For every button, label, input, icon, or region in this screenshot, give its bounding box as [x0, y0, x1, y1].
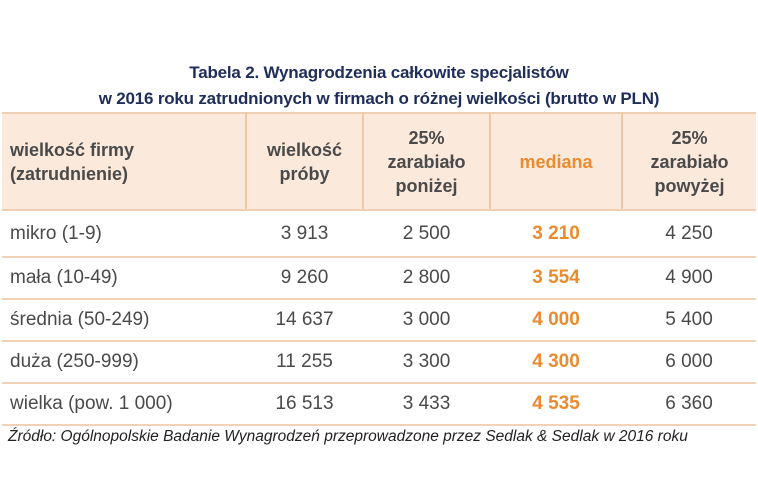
- cell-company-size: duża (250-999): [2, 341, 246, 384]
- table-row: mikro (1-9) 3 913 2 500 3 210 4 250: [2, 210, 756, 258]
- cell-median: 3 210: [490, 210, 622, 258]
- header-text: 25%: [671, 127, 708, 148]
- header-text: poniżej: [395, 175, 458, 196]
- cell-lower-quartile: 3 300: [363, 341, 490, 384]
- table-title-line2: w 2016 roku zatrudnionych w firmach o ró…: [98, 89, 660, 108]
- cell-upper-quartile: 4 250: [622, 210, 756, 258]
- cell-sample-size: 3 913: [246, 210, 363, 258]
- cell-sample-size: 14 637: [246, 299, 363, 342]
- header-upper-quartile: 25% zarabiało powyżej: [622, 112, 756, 211]
- table-row: średnia (50-249) 14 637 3 000 4 000 5 40…: [2, 299, 756, 342]
- header-row: wielkość firmy (zatrudnienie) wielkość p…: [2, 112, 756, 211]
- cell-sample-size: 16 513: [246, 383, 363, 426]
- table-row: duża (250-999) 11 255 3 300 4 300 6 000: [2, 341, 756, 384]
- table-row: mała (10-49) 9 260 2 800 3 554 4 900: [2, 257, 756, 300]
- cell-sample-size: 11 255: [246, 341, 363, 384]
- source-note: Źródło: Ogólnopolskie Badanie Wynagrodze…: [8, 428, 688, 445]
- cell-lower-quartile: 3 433: [363, 383, 490, 426]
- cell-median: 4 000: [490, 299, 622, 342]
- cell-upper-quartile: 6 360: [622, 383, 756, 426]
- cell-company-size: mała (10-49): [2, 257, 246, 300]
- cell-lower-quartile: 2 500: [363, 210, 490, 258]
- cell-median: 4 535: [490, 383, 622, 426]
- cell-upper-quartile: 5 400: [622, 299, 756, 342]
- cell-lower-quartile: 2 800: [363, 257, 490, 300]
- cell-median: 4 300: [490, 341, 622, 384]
- header-text: powyżej: [654, 175, 725, 196]
- header-company-size: wielkość firmy (zatrudnienie): [2, 112, 247, 211]
- header-median: mediana: [490, 112, 623, 211]
- header-text: mediana: [519, 151, 593, 172]
- cell-sample-size: 9 260: [246, 257, 363, 300]
- header-text: wielkość firmy: [10, 139, 135, 160]
- header-text: 25%: [408, 127, 445, 148]
- header-text: próby: [279, 163, 330, 184]
- table-row: wielka (pow. 1 000) 16 513 3 433 4 535 6…: [2, 383, 756, 426]
- cell-upper-quartile: 6 000: [622, 341, 756, 384]
- cell-company-size: mikro (1-9): [2, 210, 246, 258]
- header-text: wielkość: [266, 139, 343, 160]
- header-sample-size: wielkość próby: [246, 112, 364, 211]
- header-text: zarabiało: [650, 151, 729, 172]
- header-text: zarabiało: [387, 151, 466, 172]
- cell-median: 3 554: [490, 257, 622, 300]
- header-lower-quartile: 25% zarabiało poniżej: [363, 112, 491, 211]
- header-text: (zatrudnienie): [10, 163, 129, 184]
- cell-upper-quartile: 4 900: [622, 257, 756, 300]
- cell-lower-quartile: 3 000: [363, 299, 490, 342]
- salary-table: wielkość firmy (zatrudnienie) wielkość p…: [2, 112, 756, 426]
- cell-company-size: średnia (50-249): [2, 299, 246, 342]
- table-title-line1: Tabela 2. Wynagrodzenia całkowite specja…: [189, 63, 569, 82]
- cell-company-size: wielka (pow. 1 000): [2, 383, 246, 426]
